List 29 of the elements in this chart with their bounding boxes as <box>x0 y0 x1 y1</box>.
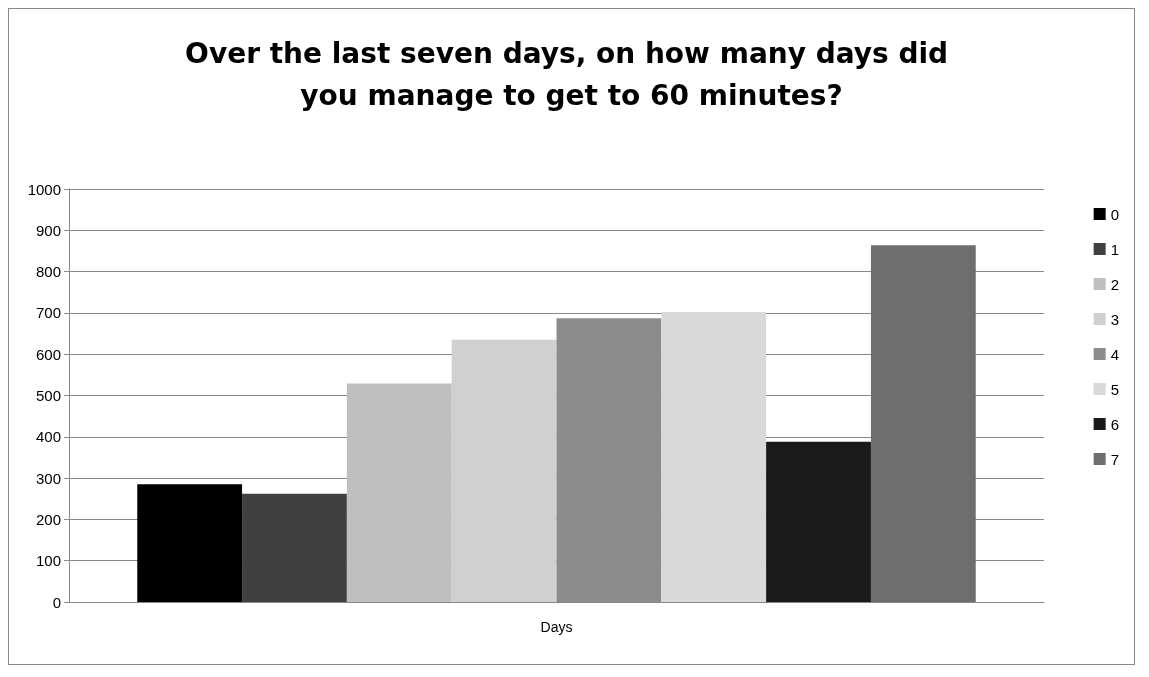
legend-label: 0 <box>1110 205 1119 223</box>
y-tick-label: 500 <box>35 387 61 404</box>
bar <box>137 484 243 602</box>
y-tick-label: 600 <box>35 345 61 363</box>
legend-label: 7 <box>1110 450 1119 468</box>
bar <box>661 312 767 602</box>
bar <box>766 441 871 602</box>
y-tick-label: 300 <box>35 469 61 487</box>
bar <box>242 493 347 602</box>
x-tick-label: Days <box>540 619 573 635</box>
chart-title: Over the last seven days, on how many days did you manage to get to 60 minutes? <box>185 36 958 112</box>
legend-label: 4 <box>1110 345 1119 363</box>
legend-label: 3 <box>1110 310 1119 328</box>
y-tick-label: 0 <box>52 593 61 611</box>
bar <box>346 383 452 602</box>
legend-label: 6 <box>1110 415 1119 433</box>
y-tick-label: 400 <box>35 428 61 446</box>
y-tick-label: 700 <box>35 304 61 322</box>
bar <box>556 318 662 602</box>
y-tick-label: 800 <box>35 263 61 281</box>
legend-label: 2 <box>1110 275 1119 293</box>
bar <box>870 245 976 602</box>
y-tick-label: 200 <box>35 510 61 528</box>
y-tick-label: 100 <box>35 552 61 570</box>
legend-label: 5 <box>1110 380 1119 398</box>
legend-label: 1 <box>1110 240 1119 258</box>
y-tick-label: 1000 <box>27 180 61 198</box>
y-tick-label: 900 <box>35 221 61 239</box>
bar <box>451 339 557 602</box>
